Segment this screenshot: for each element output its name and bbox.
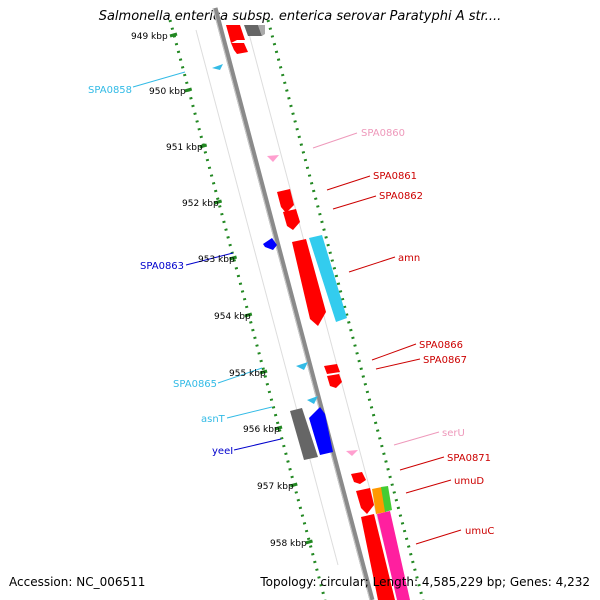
kbp-tick (289, 482, 298, 488)
feature-yeei-blue[interactable] (309, 407, 333, 455)
gene-label-spa0865[interactable]: SPA0865 (173, 379, 217, 390)
backbone (212, 7, 375, 600)
gene-label-amn[interactable]: amn (398, 253, 420, 264)
kbp-label: 950 kbp (149, 87, 186, 97)
kbp-label: 956 kbp (243, 425, 280, 435)
feature-spa0860[interactable] (267, 155, 279, 162)
kbp-tick (214, 199, 223, 205)
feature-umud[interactable] (356, 488, 374, 514)
gene-label-spa0866[interactable]: SPA0866 (419, 340, 463, 351)
kbp-tick (259, 369, 268, 375)
gene-label-seru[interactable]: serU (442, 428, 465, 439)
gc-track-line (266, 19, 425, 600)
kbp-label: 949 kbp (131, 32, 168, 42)
feature-umud-green[interactable] (381, 486, 392, 512)
feature-spa0863[interactable] (263, 238, 277, 250)
genome-summary-text: Topology: circular; Length: 4,585,229 bp… (260, 575, 590, 589)
kbp-tick (229, 255, 238, 261)
feature-umuc[interactable] (361, 514, 395, 600)
feature-umuc-magenta[interactable] (377, 511, 410, 600)
kbp-label: 953 kbp (198, 255, 235, 265)
feature-top-partial (226, 25, 265, 54)
kbp-label: 954 kbp (214, 312, 251, 322)
feature-seru[interactable] (346, 450, 358, 456)
gene-label-yeei[interactable]: yeeI (212, 446, 233, 457)
kbp-tick (305, 539, 313, 545)
kbp-label: 951 kbp (166, 143, 203, 153)
gene-label-spa0860[interactable]: SPA0860 (361, 128, 405, 139)
gene-label-asnt[interactable]: asnT (201, 414, 226, 425)
feature-spa0867[interactable] (327, 374, 342, 388)
kbp-tick (244, 312, 253, 318)
feature-amn[interactable] (292, 239, 326, 326)
feature-yeei-gray[interactable] (290, 408, 318, 460)
kbp-tick (184, 87, 193, 93)
feature-spa0871[interactable] (351, 472, 366, 484)
gene-label-spa0862[interactable]: SPA0862 (379, 191, 423, 202)
feature-trna-cyan-long[interactable] (309, 235, 347, 322)
kbp-tick-marks (169, 32, 313, 545)
map-title: Salmonella enterica subsp. enterica sero… (98, 9, 502, 24)
gene-label-spa0867[interactable]: SPA0867 (423, 355, 467, 366)
kbp-labels: 949 kbp 950 kbp 951 kbp 952 kbp 953 kbp … (131, 32, 307, 549)
gene-label-umud[interactable]: umuD (454, 476, 484, 487)
feature-asnt[interactable] (307, 396, 318, 404)
gc-track-line (168, 19, 327, 600)
feature-spa0866[interactable] (324, 364, 340, 374)
label-leaders (132, 71, 462, 545)
gene-labels: SPA0858 SPA0860 SPA0861 SPA0862 SPA0863 … (88, 85, 494, 537)
gene-label-spa0863[interactable]: SPA0863 (140, 261, 184, 272)
kbp-tick (169, 32, 178, 38)
feature-spa0861[interactable] (277, 189, 294, 213)
accession-text: Accession: NC_006511 (9, 575, 146, 589)
kbp-label: 958 kbp (270, 539, 307, 549)
kbp-label: 957 kbp (257, 482, 294, 492)
kbp-label: 952 kbp (182, 199, 219, 209)
feature-spa0862[interactable] (283, 209, 300, 230)
kbp-tick (274, 425, 283, 431)
kbp-tick (199, 143, 208, 149)
gene-label-spa0871[interactable]: SPA0871 (447, 453, 491, 464)
kbp-label: 955 kbp (229, 369, 266, 379)
gene-label-umuc[interactable]: umuC (465, 526, 494, 537)
gene-label-spa0858[interactable]: SPA0858 (88, 85, 132, 96)
gene-label-spa0861[interactable]: SPA0861 (373, 171, 417, 182)
feature-spa0858[interactable] (212, 64, 223, 70)
feature-spa0865[interactable] (296, 362, 308, 370)
